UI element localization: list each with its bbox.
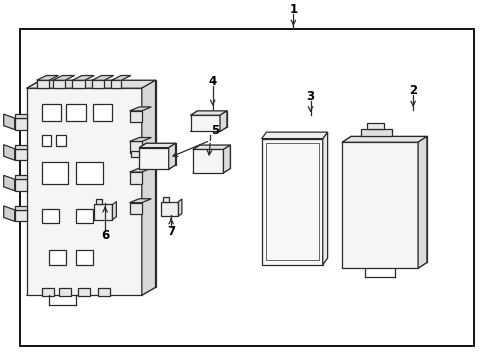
Bar [72, 80, 84, 88]
Bar [342, 142, 417, 268]
Polygon shape [92, 76, 114, 80]
Polygon shape [417, 136, 426, 268]
Bar [78, 288, 90, 296]
Polygon shape [223, 145, 230, 173]
Bar [96, 199, 102, 204]
Bar [111, 80, 121, 88]
Text: 2: 2 [408, 84, 416, 97]
Polygon shape [112, 202, 116, 220]
Polygon shape [4, 145, 15, 160]
Bar [41, 162, 68, 184]
Bar [193, 149, 223, 173]
Polygon shape [111, 76, 131, 80]
Polygon shape [342, 136, 426, 142]
Bar [129, 172, 142, 184]
Bar [41, 104, 61, 121]
Polygon shape [53, 76, 75, 80]
Bar [190, 115, 220, 131]
Polygon shape [190, 111, 226, 115]
Bar [146, 143, 175, 165]
Bar [53, 80, 65, 88]
Bar [361, 129, 391, 136]
Text: 3: 3 [306, 90, 314, 103]
Bar [130, 151, 139, 157]
Bar [129, 141, 142, 153]
Text: 6: 6 [101, 229, 109, 242]
Polygon shape [129, 199, 151, 203]
Polygon shape [15, 145, 27, 149]
Bar [366, 123, 383, 129]
Bar [59, 288, 71, 296]
Bar [200, 145, 230, 168]
Polygon shape [142, 80, 155, 295]
Bar [56, 135, 66, 146]
Bar [197, 111, 226, 127]
Polygon shape [15, 175, 27, 179]
Polygon shape [37, 76, 59, 80]
Bar [129, 111, 142, 122]
Bar [15, 179, 27, 191]
Polygon shape [139, 143, 175, 148]
Bar [15, 149, 27, 160]
Polygon shape [4, 206, 15, 221]
Text: 4: 4 [208, 75, 216, 88]
Bar [161, 202, 178, 216]
Bar [49, 250, 66, 265]
Polygon shape [322, 132, 327, 265]
Bar [41, 209, 59, 223]
Bar [15, 118, 27, 130]
Bar [41, 288, 54, 296]
Text: 7: 7 [167, 225, 175, 238]
Polygon shape [27, 80, 155, 88]
Bar [27, 88, 142, 295]
Bar [261, 139, 322, 265]
Bar [76, 250, 93, 265]
Polygon shape [4, 114, 15, 130]
Bar [93, 104, 112, 121]
Bar [41, 135, 51, 146]
Polygon shape [220, 111, 226, 131]
Bar [139, 148, 168, 169]
Polygon shape [72, 76, 94, 80]
Bar [15, 210, 27, 221]
Polygon shape [15, 206, 27, 210]
Polygon shape [193, 145, 230, 149]
Bar [265, 143, 318, 260]
Bar [66, 104, 85, 121]
Text: 1: 1 [289, 3, 297, 16]
Bar [129, 203, 142, 214]
Polygon shape [261, 132, 327, 139]
Polygon shape [168, 143, 175, 169]
Bar [41, 80, 155, 287]
Bar [76, 162, 102, 184]
Bar [163, 197, 169, 202]
Polygon shape [129, 107, 151, 111]
Bar [94, 204, 112, 220]
Polygon shape [4, 175, 15, 191]
Text: 5: 5 [211, 124, 219, 137]
Bar [350, 136, 426, 262]
Bar [20, 29, 473, 346]
Bar [92, 80, 104, 88]
Polygon shape [178, 199, 182, 216]
Bar [76, 209, 93, 223]
Bar [37, 80, 49, 88]
Polygon shape [15, 114, 27, 118]
Polygon shape [129, 168, 151, 172]
Polygon shape [129, 138, 151, 141]
Bar [98, 288, 110, 296]
